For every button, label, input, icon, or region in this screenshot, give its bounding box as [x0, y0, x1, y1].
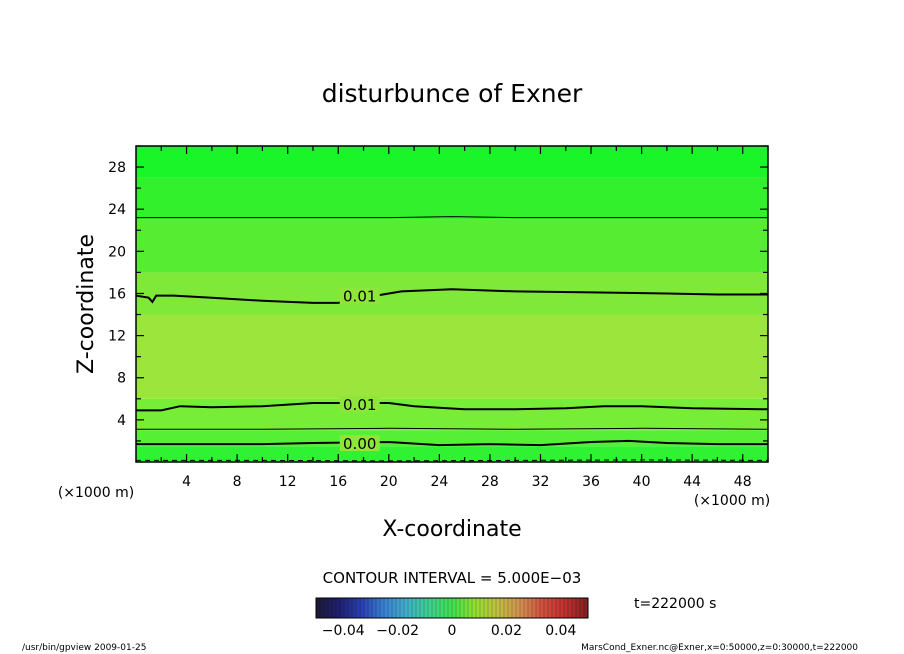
- footer-right: MarsCond_Exner.nc@Exner,x=0:50000,z=0:30…: [581, 643, 858, 653]
- y-tick-label-12: 12: [108, 329, 126, 345]
- contour-label-0: 0.01: [343, 288, 376, 306]
- fill-band-7: [136, 146, 768, 178]
- colorbar-tick-label-4: 0.04: [545, 623, 576, 639]
- colorbar-tick-label-1: −0.02: [376, 623, 419, 639]
- y-tick-label-16: 16: [108, 286, 126, 302]
- time-label: t=222000 s: [634, 596, 716, 612]
- footer-left: /usr/bin/gpview 2009-01-25: [22, 643, 147, 653]
- contour-label-bg-1: [339, 396, 380, 413]
- x-axis-ticks: 4 8 12 16 20 24 28 32 36 40 44 48: [160, 146, 769, 490]
- x-tick-label-36: 36: [582, 474, 600, 490]
- x-tick-label-20: 20: [380, 474, 398, 490]
- contour-fill: [136, 146, 768, 462]
- x-tick-label-32: 32: [532, 474, 550, 490]
- contour-labels: 0.01 0.01 0.00: [339, 287, 380, 453]
- contour-label-bg-2: [339, 435, 380, 452]
- y-tick-label-20: 20: [108, 244, 126, 260]
- contour-label-2: 0.00: [343, 435, 376, 453]
- fill-band-3: [136, 314, 768, 399]
- contour-line-0: [136, 288, 768, 304]
- colorbar-tick-label-0: −0.04: [322, 623, 365, 639]
- contour-line-1: [136, 402, 768, 412]
- x-tick-label-28: 28: [481, 474, 499, 490]
- contour-interval-note: CONTOUR INTERVAL = 5.000E−03: [323, 569, 582, 587]
- colorbar: [315, 597, 589, 619]
- x-tick-label-16: 16: [329, 474, 347, 490]
- x-tick-label-48: 48: [734, 474, 752, 490]
- x-tick-label-12: 12: [279, 474, 297, 490]
- colorbar-tick-label-2: 0: [448, 623, 457, 639]
- x-tick-label-24: 24: [430, 474, 448, 490]
- fill-band-0: [136, 446, 768, 462]
- y-axis-ticks: 4 8 12 16 20 24 28: [108, 145, 768, 442]
- fill-band-5: [136, 219, 768, 273]
- x-unit-label: (×1000 m): [694, 493, 770, 509]
- x-tick-label-44: 44: [683, 474, 701, 490]
- x-tick-label-40: 40: [633, 474, 651, 490]
- y-unit-label: (×1000 m): [58, 485, 134, 501]
- plot-frame: [135, 145, 769, 463]
- y-tick-label-8: 8: [117, 371, 126, 387]
- y-tick-label-24: 24: [108, 202, 126, 218]
- contour-line-5: [136, 459, 768, 462]
- contour-label-bg-0: [339, 287, 380, 304]
- contour-line-3: [136, 216, 768, 219]
- x-axis-title: X-coordinate: [382, 517, 521, 542]
- contour-lines: [136, 216, 768, 462]
- y-tick-label-28: 28: [108, 160, 126, 176]
- fill-band-6: [136, 177, 768, 220]
- contour-line-4: [136, 427, 768, 430]
- x-tick-label-8: 8: [233, 474, 242, 490]
- y-axis-title: Z-coordinate: [74, 234, 99, 374]
- fill-band-2: [136, 398, 768, 431]
- contour-line-2: [136, 439, 768, 447]
- x-tick-label-4: 4: [182, 474, 191, 490]
- colorbar-tick-label-3: 0.02: [491, 623, 522, 639]
- colorbar-ticks: −0.04 −0.02 0 0.02 0.04: [319, 598, 585, 639]
- chart-title: disturbunce of Exner: [322, 79, 583, 108]
- contour-label-1: 0.01: [343, 396, 376, 414]
- y-tick-label-4: 4: [117, 413, 126, 429]
